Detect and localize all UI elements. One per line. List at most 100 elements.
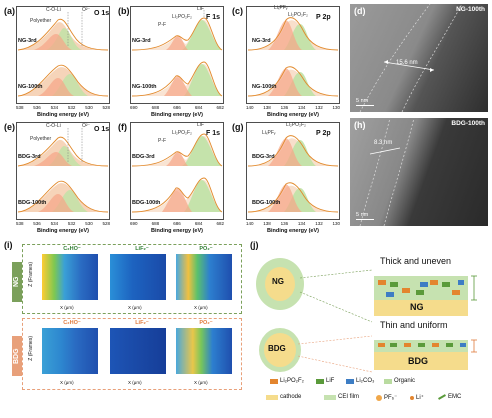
panel-label: (c) (232, 6, 243, 16)
bdg-description: Thin and uniform (380, 320, 448, 330)
tof-map-c2ho-ng (42, 254, 98, 300)
tof-map-po2-bdg (176, 328, 232, 374)
tof-title: PO₂⁻ (199, 320, 213, 326)
peak-annotation: LiF (197, 6, 204, 12)
peak-annotation: C-O-Li (46, 123, 61, 129)
xps-plot-o1s-bdg (16, 122, 110, 220)
sample-label: NG-3rd (18, 38, 37, 44)
xps-element: O 1s (94, 10, 110, 17)
x-axis-label: X (μm) (60, 305, 74, 310)
bdg-frame (22, 318, 242, 390)
tof-map-lif2-bdg (110, 328, 166, 374)
thickness-label: 8.3 nm (374, 140, 393, 146)
x-ticks: 538 536 534 532 530 528 (16, 221, 110, 226)
x-axis-label: Binding energy (eV) (37, 228, 89, 234)
panel-label: (h) (354, 120, 366, 130)
peak-annotation: Li₂PO₂F₂ (172, 130, 192, 136)
peak-annotation: LiₓPFᵧ (274, 5, 288, 11)
peak-annotation: Li₂PO₂F₂ (288, 12, 308, 18)
x-axis-label: X (μm) (128, 380, 142, 385)
ng-block-label: NG (410, 302, 424, 312)
xps-plot-f1s-ng (130, 6, 224, 104)
legend-item: Li₂PO₂F₂ (270, 378, 304, 384)
peak-annotation: O²⁻ (82, 7, 91, 13)
sample-label: NG-100th (18, 84, 43, 90)
xps-plot-f1s-bdg (130, 122, 224, 220)
sample-label: BDG-100th (18, 200, 47, 206)
peak-annotation: LiₓPFᵧ (262, 130, 276, 136)
tof-title: LiF₂⁻ (135, 320, 149, 326)
peak-annotation: P-F (158, 138, 167, 144)
x-axis-label: Binding energy (eV) (151, 228, 203, 234)
tof-title: C₂HO⁻ (63, 320, 81, 326)
panel-label: (i) (4, 240, 13, 250)
panel-label: (b) (118, 6, 130, 16)
peak-annotation: P-F (158, 22, 167, 28)
legend-item: Organic (384, 378, 415, 384)
x-axis-label: X (μm) (128, 305, 142, 310)
legend-item: CEI film (324, 394, 359, 400)
peak-annotation: C-O-Li (46, 7, 61, 13)
peak-annotation: Polyether (30, 18, 52, 24)
x-axis-label: X (μm) (60, 380, 74, 385)
bdg-core-label: BDG (268, 344, 286, 353)
legend-item: LiF (316, 378, 334, 384)
scale-bar: 5 nm (356, 98, 374, 106)
ng-core-label: NG (272, 277, 284, 286)
xps-element: F 1s (206, 130, 221, 137)
x-axis-label: X (μm) (194, 305, 208, 310)
peak-annotation: O²⁻ (82, 123, 91, 129)
sample-label: NG-100th (132, 84, 157, 90)
panel-label: (g) (232, 122, 244, 132)
x-axis-label: Binding energy (eV) (267, 112, 319, 118)
tem-tag: BDG-100th (451, 120, 485, 127)
legend-item: Li⁺ (410, 394, 424, 401)
tof-title: PO₂⁻ (199, 246, 213, 252)
xps-plot-p2p-bdg (246, 122, 340, 220)
panel-label: (d) (354, 6, 366, 16)
panel-label: (e) (4, 122, 15, 132)
legend-item: Li₂CO₃ (346, 378, 374, 384)
ng-description: Thick and uneven (380, 256, 452, 266)
panel-label: (f) (118, 122, 127, 132)
y-axis-label: Z (Frames) (28, 336, 34, 361)
peak-annotation: Polyether (30, 136, 52, 142)
legend-item: PF₆⁻ (376, 394, 397, 401)
x-ticks: 538 536 534 532 530 528 (16, 105, 110, 110)
peak-annotation: Li₂PO₂F₂ (286, 122, 306, 128)
legend-item: cathode (266, 394, 301, 400)
x-ticks: 140 138 136 134 132 130 (246, 105, 340, 110)
panel-label: (j) (250, 240, 259, 250)
tof-map-po2-ng (176, 254, 232, 300)
x-ticks: 690 688 686 684 682 (130, 221, 224, 226)
sample-label: NG-3rd (132, 38, 151, 44)
sample-label: BDG-3rd (18, 154, 41, 160)
ng-sidebar: NG (12, 262, 22, 302)
peak-annotation: LiF (197, 122, 204, 128)
xps-plot-p2p-ng (246, 6, 340, 104)
sample-label: BDG-100th (132, 200, 161, 206)
tem-image: BDG-100th 8.3 nm 5 nm (350, 118, 488, 226)
xps-element: F 1s (206, 14, 221, 21)
tof-map-c2ho-bdg (42, 328, 98, 374)
bdg-sidebar: BDG (12, 336, 22, 376)
thickness-label: 15.6 nm (396, 60, 418, 66)
legend-item: EMC (438, 394, 461, 400)
tem-tag: NG-100th (456, 6, 485, 13)
tof-title: C₂HO⁻ (63, 246, 81, 252)
sample-label: BDG-3rd (132, 154, 155, 160)
x-ticks: 690 688 686 684 682 (130, 105, 224, 110)
x-axis-label: Binding energy (eV) (151, 112, 203, 118)
xps-element: P 2p (316, 14, 331, 21)
x-axis-label: X (μm) (194, 380, 208, 385)
peak-annotation: Li₂PO₂F₂ (172, 14, 192, 20)
x-axis-label: Binding energy (eV) (37, 112, 89, 118)
xps-element: P 2p (316, 130, 331, 137)
sample-label: BDG-3rd (252, 154, 275, 160)
ng-frame (22, 244, 242, 314)
xps-element: O 1s (94, 126, 110, 133)
sample-label: NG-3rd (252, 38, 271, 44)
tem-image: NG-100th 15.6 nm 5 nm (350, 4, 488, 112)
tof-title: LiF₂⁻ (135, 246, 149, 252)
xps-plot-o1s-ng (16, 6, 110, 104)
